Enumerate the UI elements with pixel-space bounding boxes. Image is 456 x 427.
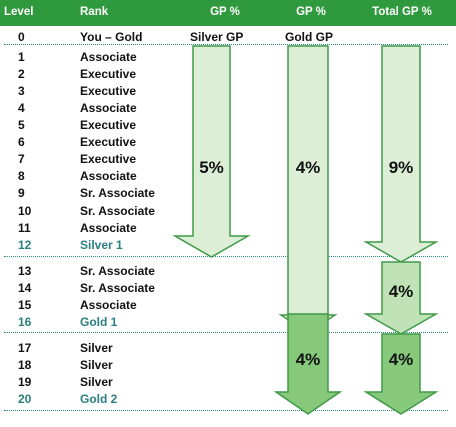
row-level: 6 (18, 135, 25, 149)
divider-gold1 (4, 332, 448, 333)
row-level: 19 (18, 375, 32, 389)
row-level: 10 (18, 204, 32, 218)
row-level: 11 (18, 221, 31, 235)
row-rank: Sr. Associate (80, 281, 155, 295)
row-level: 14 (18, 281, 32, 295)
row-rank: Executive (80, 135, 137, 149)
row-level: 20 (18, 392, 32, 406)
row-rank: Associate (80, 50, 137, 64)
row-rank: Silver (80, 341, 113, 355)
row-rank: Executive (80, 152, 137, 166)
row-level: 2 (18, 67, 25, 81)
row-rank: Executive (80, 67, 137, 81)
row-level: 12 (18, 238, 32, 252)
total-gp-percent-1: 9% (389, 158, 414, 177)
row-level: 9 (18, 186, 25, 200)
row-level: 18 (18, 358, 32, 372)
row-rank: Silver (80, 358, 113, 372)
header-gp-gold: GP % (296, 6, 326, 18)
subheader-gold-gp: Gold GP (285, 30, 333, 44)
row-level: 7 (18, 152, 25, 166)
total-gp-arrow-3 (363, 333, 439, 415)
row-rank: Sr. Associate (80, 186, 155, 200)
table-header: Level Rank GP % GP % Total GP % (0, 0, 456, 26)
row-level: 13 (18, 264, 32, 278)
row-level: 17 (18, 341, 32, 355)
header-rank: Rank (80, 6, 109, 18)
row-rank: Gold 1 (80, 315, 118, 329)
row-rank: Sr. Associate (80, 264, 155, 278)
total-gp-percent-3: 4% (389, 350, 414, 369)
total-gp-percent-2: 4% (389, 282, 414, 301)
header-gp-silver: GP % (210, 6, 240, 18)
row-level: 1 (18, 50, 25, 64)
row-rank: Gold 2 (80, 392, 118, 406)
divider-silver (4, 256, 448, 257)
row-rank: Associate (80, 298, 137, 312)
row-level: 4 (18, 101, 25, 115)
row-rank: Associate (80, 169, 137, 183)
row-level: 0 (18, 30, 25, 44)
row-rank: Silver (80, 375, 113, 389)
row-level: 8 (18, 169, 25, 183)
row-rank: Executive (80, 84, 137, 98)
total-gp-arrow-1 (363, 45, 439, 263)
subheader-silver-gp: Silver GP (190, 30, 244, 44)
row-rank: You – Gold (80, 30, 143, 44)
divider-top (4, 44, 448, 45)
row-rank: Associate (80, 101, 137, 115)
row-level: 16 (18, 315, 32, 329)
row-level: 15 (18, 298, 32, 312)
gold-gp-percent: 4% (296, 158, 321, 177)
header-level: Level (4, 6, 34, 18)
header-total-gp: Total GP % (372, 6, 432, 18)
total-gp-arrow-2 (363, 261, 439, 335)
row-rank: Sr. Associate (80, 204, 155, 218)
row-rank: Silver 1 (80, 238, 123, 252)
silver-gp-arrow (172, 45, 251, 258)
divider-gold2 (4, 410, 448, 411)
gold-gp-arrow (278, 45, 338, 334)
silver-gp-percent: 5% (199, 158, 224, 177)
row-level: 5 (18, 118, 25, 132)
gold-gp-arrow-2 (273, 313, 343, 415)
row-level: 3 (18, 84, 25, 98)
gold-gp-percent-2: 4% (296, 350, 321, 369)
row-rank: Executive (80, 118, 137, 132)
row-rank: Associate (80, 221, 137, 235)
